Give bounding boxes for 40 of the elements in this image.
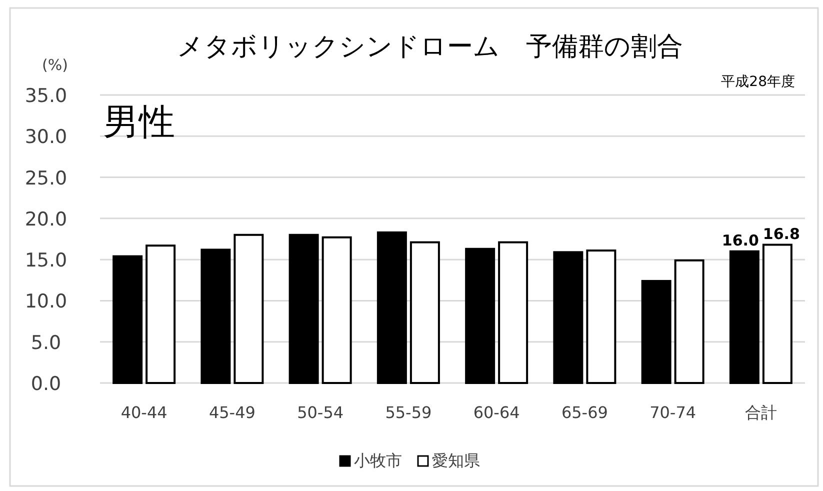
x-tick-label: 65-69 (561, 403, 608, 422)
bar (553, 251, 584, 384)
bar (288, 234, 319, 384)
x-tick-label: 合計 (744, 403, 777, 422)
bar (465, 248, 496, 384)
x-tick-label: 50-54 (297, 403, 344, 422)
bar (200, 248, 231, 384)
y-axis-title: (%) (42, 56, 68, 74)
bar (322, 236, 352, 384)
bar (234, 234, 264, 384)
legend-label: 愛知県 (432, 451, 480, 470)
bar (112, 255, 143, 384)
bar (586, 250, 616, 384)
y-tick-label: 10.0 (24, 290, 68, 313)
x-tick-label: 70-74 (650, 403, 696, 422)
y-tick-label: 25.0 (24, 167, 68, 190)
bar (410, 241, 440, 384)
y-tick-label: 5.0 (30, 332, 62, 354)
bar (674, 259, 704, 384)
text: 平成28年度 (721, 74, 795, 90)
bar (641, 280, 672, 384)
data-label: 16.8 (762, 224, 800, 243)
legend-label: 小牧市 (354, 451, 402, 470)
y-tick-label: 20.0 (24, 208, 68, 230)
y-tick-label: 0.0 (30, 373, 62, 395)
data-label: 16.0 (722, 231, 759, 250)
x-tick-label: 60-64 (473, 403, 520, 422)
bar (498, 241, 528, 384)
annotation: 男性 (103, 102, 175, 143)
bar (762, 244, 792, 384)
bar (729, 250, 760, 384)
x-tick-label: 40-44 (120, 403, 168, 422)
x-tick-label: 45-49 (208, 403, 256, 422)
y-tick-label: 15.0 (24, 250, 68, 272)
y-tick-label: 35.0 (24, 85, 68, 107)
chart-title: メタボリックシンドローム 予備群の割合 (177, 32, 683, 62)
bar (146, 244, 176, 384)
bar (376, 231, 407, 384)
x-tick-label: 55-59 (385, 403, 432, 422)
y-tick-label: 30.0 (24, 126, 68, 148)
